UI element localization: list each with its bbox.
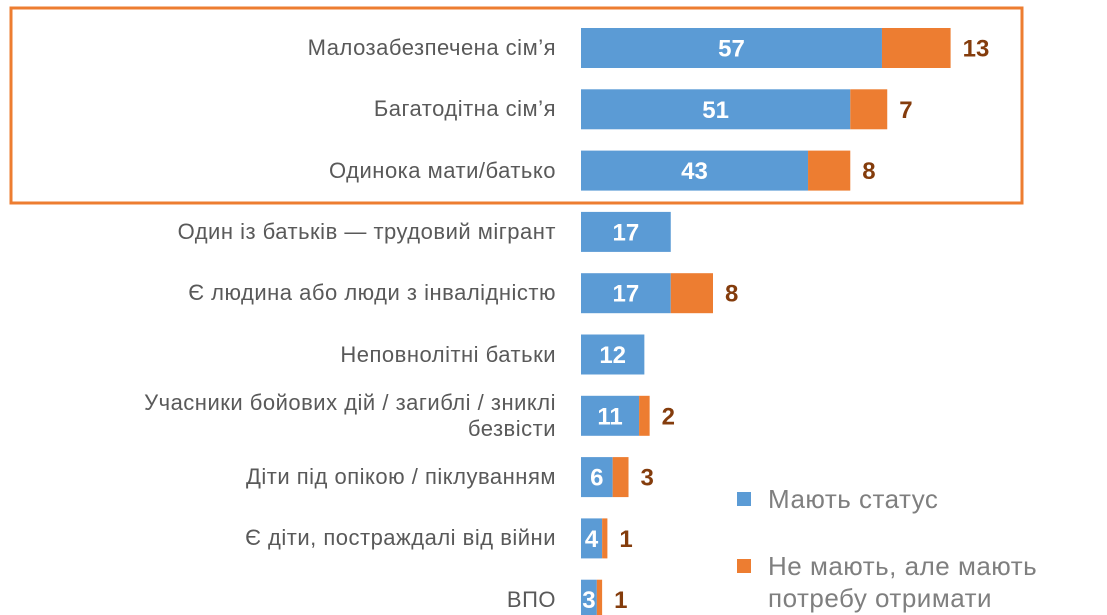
highlight-box (9, 6, 1024, 205)
legend-label: Мають статус (768, 484, 939, 514)
value-label: 17 (613, 281, 640, 308)
bar-segment (612, 457, 629, 498)
value-label: 1 (614, 587, 627, 614)
category-label: Багатодітна сім’я (373, 96, 556, 122)
bar-segment (639, 395, 650, 436)
value-label: 57 (718, 36, 745, 63)
value-label: 8 (725, 281, 738, 308)
category-label: Є діти, постраждалі від війни (245, 525, 556, 551)
value-label: 2 (662, 403, 675, 430)
bar-segment (581, 395, 640, 436)
bar-segment (581, 518, 603, 559)
bar-segment (581, 211, 671, 252)
category-label: Учасники бойових дій / загиблі / зниклі … (144, 389, 556, 441)
value-label: 51 (702, 97, 729, 124)
value-label: 3 (582, 587, 595, 614)
category-label: Діти під опікою / піклуванням (245, 464, 556, 490)
category-label: ВПО (506, 586, 556, 612)
bar-segment (581, 457, 613, 498)
value-label: 3 (641, 465, 654, 492)
bar-segment (581, 150, 809, 191)
bar-segment (881, 28, 951, 68)
value-label: 4 (585, 526, 599, 553)
value-label: 17 (613, 219, 640, 246)
bar-segment (581, 28, 882, 68)
legend-label: Не мають, але мають потребу отримати (768, 551, 1038, 613)
bar-segment (581, 273, 671, 314)
value-label: 8 (862, 158, 875, 185)
category-label: Є людина або люди з інвалідністю (188, 280, 556, 306)
legend-swatch (737, 559, 751, 573)
value-label: 12 (599, 342, 626, 369)
category-label: Один із батьків — трудовий мігрант (177, 218, 556, 244)
bar-segment (596, 579, 603, 615)
value-label: 11 (597, 403, 622, 430)
bar-segment (581, 89, 851, 130)
value-label: 1 (619, 526, 632, 553)
bar-segment (670, 273, 713, 314)
category-label: Одинока мати/батько (329, 157, 556, 183)
bar-segment (808, 150, 851, 191)
value-label: 43 (681, 158, 708, 185)
bar-segment (850, 89, 888, 130)
bar-segment (581, 334, 645, 375)
bar-segment (581, 579, 597, 615)
category-label: Малозабезпечена сім’я (307, 35, 556, 60)
legend-swatch (737, 492, 751, 506)
value-label: 6 (590, 465, 603, 492)
category-label: Неповнолітні батьки (340, 341, 556, 367)
value-label: 13 (963, 36, 990, 63)
value-label: 7 (899, 97, 912, 124)
bar-segment (602, 518, 608, 559)
